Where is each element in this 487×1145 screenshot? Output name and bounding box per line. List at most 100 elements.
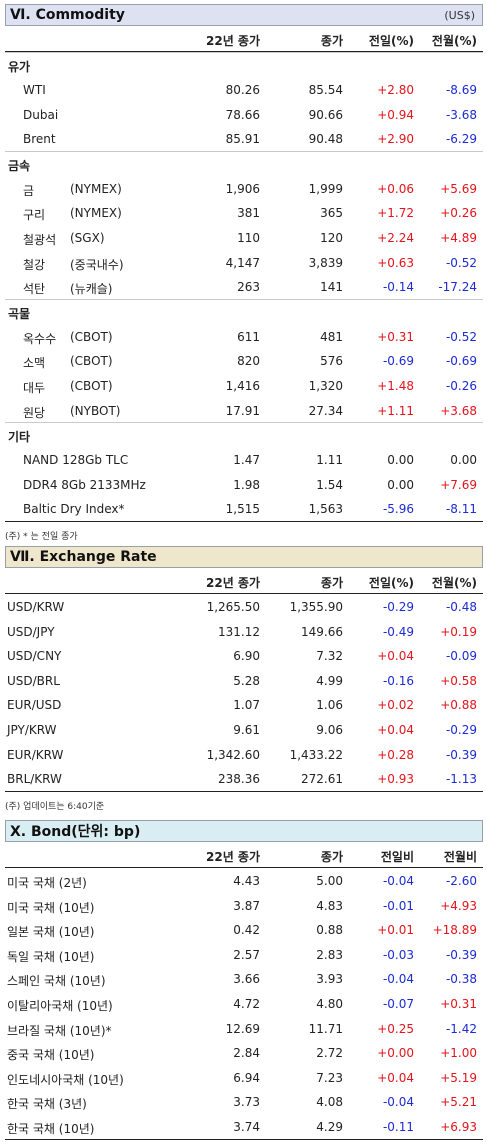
row-label: EUR/USD [7,698,62,713]
daily-change-value: +2.90 [377,132,414,147]
close-value: 7.23 [316,1070,343,1085]
monthly-change-value: -0.39 [445,747,477,762]
fx-footnote: (주) 업데이트는 6:40기준 [5,802,105,812]
prev-close-value: 3.87 [233,898,260,913]
monthly-change-value: +4.89 [440,230,477,245]
monthly-change-value: +5.19 [440,1070,477,1085]
row-label: 석탄 [23,282,46,297]
table-row: 인도네시아국채 (10년) 6.94 7.23 +0.04 +5.19 [5,1065,483,1090]
table-row: 구리 (NYMEX) 381 365 +1.72 +0.26 [5,200,483,225]
daily-change-value: -0.04 [382,1095,414,1110]
table-row: 일본 국채 (10년) 0.42 0.88 +0.01 +18.89 [5,917,483,942]
col-header-monthly-change: 전월(%) [431,34,477,48]
close-value: 1.11 [316,453,343,468]
close-value: 4.83 [316,898,343,913]
prev-close-value: 2.57 [233,947,260,962]
close-value: 7.32 [316,649,343,664]
col-header-monthly-change: 전월비 [443,850,477,864]
category-header: 곡물 [5,298,483,324]
table-row: 독일 국채 (10년) 2.57 2.83 -0.03 -0.39 [5,942,483,967]
prev-close-value: 381 [237,206,260,221]
row-sublabel: (NYMEX) [70,181,122,196]
table-row: WTI 80.26 85.54 +2.80 -8.69 [5,77,483,102]
daily-change-value: -0.14 [382,280,414,295]
row-label: 이탈리아국채 (10년) [7,998,113,1013]
col-header-monthly-change: 전월(%) [431,576,477,590]
table-row: BRL/KRW 238.36 272.61 +0.93 -1.13 [5,766,483,791]
row-label: Brent [23,132,56,147]
daily-change-value: +2.80 [377,83,414,97]
row-label: BRL/KRW [7,772,62,787]
daily-change-value: -0.03 [382,947,414,962]
daily-change-value: +0.04 [377,1070,414,1085]
prev-close-value: 5.28 [233,673,260,688]
table-row: NAND 128Gb TLC 1.47 1.11 0.00 0.00 [5,447,483,472]
daily-change-value: +0.02 [377,698,414,713]
monthly-change-value: +1.00 [440,1046,477,1061]
category-label: 기타 [8,430,31,445]
close-value: 576 [320,354,343,369]
daily-change-value: +0.28 [377,747,414,762]
monthly-change-value: +6.93 [440,1119,477,1134]
bond-title-bar: X. Bond(단위: bp) [5,820,483,842]
prev-close-value: 4.72 [233,996,260,1011]
table-row: 원당 (NYBOT) 17.91 27.34 +1.11 +3.68 [5,398,483,423]
close-value: 1,320 [308,378,343,393]
close-value: 365 [320,206,343,221]
table-row: 소맥 (CBOT) 820 576 -0.69 -0.69 [5,348,483,373]
table-row: Baltic Dry Index* 1,515 1,563 -5.96 -8.11 [5,496,483,521]
category-label: 곡물 [8,306,31,321]
close-value: 1.06 [316,698,343,713]
row-label: 철강 [23,257,46,272]
fx-title: Ⅶ. Exchange Rate [10,549,157,565]
daily-change-value: +0.06 [377,181,414,196]
row-label: 옥수수 [23,331,57,346]
monthly-change-value: +4.93 [440,898,477,913]
commodity-unit: (US$) [444,8,475,22]
table-row: 중국 국채 (10년) 2.84 2.72 +0.00 +1.00 [5,1040,483,1065]
daily-change-value: -0.11 [382,1119,414,1134]
col-header-daily-change: 전일(%) [368,34,414,48]
monthly-change-value: +0.58 [440,673,477,688]
fx-section: Ⅶ. Exchange Rate 22년 종가 종가 전일(%) 전월(%) U… [5,546,483,792]
daily-change-value: +0.04 [377,722,414,737]
category-label: 금속 [8,158,31,173]
close-value: 149.66 [301,624,343,639]
daily-change-value: +0.93 [377,772,414,787]
close-value: 272.61 [301,772,343,787]
monthly-change-value: -8.69 [445,83,477,97]
close-value: 1,433.22 [289,747,343,762]
table-row: USD/BRL 5.28 4.99 -0.16 +0.58 [5,668,483,693]
row-label: 한국 국채 (10년) [7,1121,95,1136]
prev-close-value: 1,515 [225,502,260,517]
table-row: 옥수수 (CBOT) 611 481 +0.31 -0.52 [5,324,483,349]
col-header-daily-change: 전일비 [380,850,414,864]
prev-close-value: 1,906 [225,181,260,196]
prev-close-value: 78.66 [225,107,260,122]
monthly-change-value: +0.88 [440,698,477,713]
monthly-change-value: +0.31 [440,996,477,1011]
category-header: 기타 [5,422,483,447]
row-label: 구리 [23,208,46,223]
close-value: 120 [320,230,343,245]
row-label: 소맥 [23,356,46,371]
prev-close-value: 12.69 [225,1021,260,1036]
row-label: 독일 국채 (10년) [7,949,95,964]
monthly-change-value: +3.68 [440,403,477,418]
row-label: 원당 [23,405,46,420]
prev-close-value: 1,416 [225,378,260,393]
row-label: Baltic Dry Index* [23,502,125,517]
row-label: 철광석 [23,232,57,247]
daily-change-value: -0.04 [382,972,414,987]
commodity-title-bar: Ⅵ. Commodity (US$) [5,4,483,26]
prev-close-value: 6.94 [233,1070,260,1085]
col-header-prev-close: 22년 종가 [206,576,260,590]
daily-change-value: 0.00 [387,453,414,468]
close-value: 11.71 [308,1021,343,1036]
monthly-change-value: -0.26 [445,378,477,393]
table-row: 금 (NYMEX) 1,906 1,999 +0.06 +5.69 [5,176,483,201]
commodity-header-row: 22년 종가 종가 전일(%) 전월(%) [5,26,483,52]
close-value: 0.88 [316,923,343,938]
close-value: 4.80 [316,996,343,1011]
table-row: 브라질 국채 (10년)* 12.69 11.71 +0.25 -1.42 [5,1016,483,1041]
